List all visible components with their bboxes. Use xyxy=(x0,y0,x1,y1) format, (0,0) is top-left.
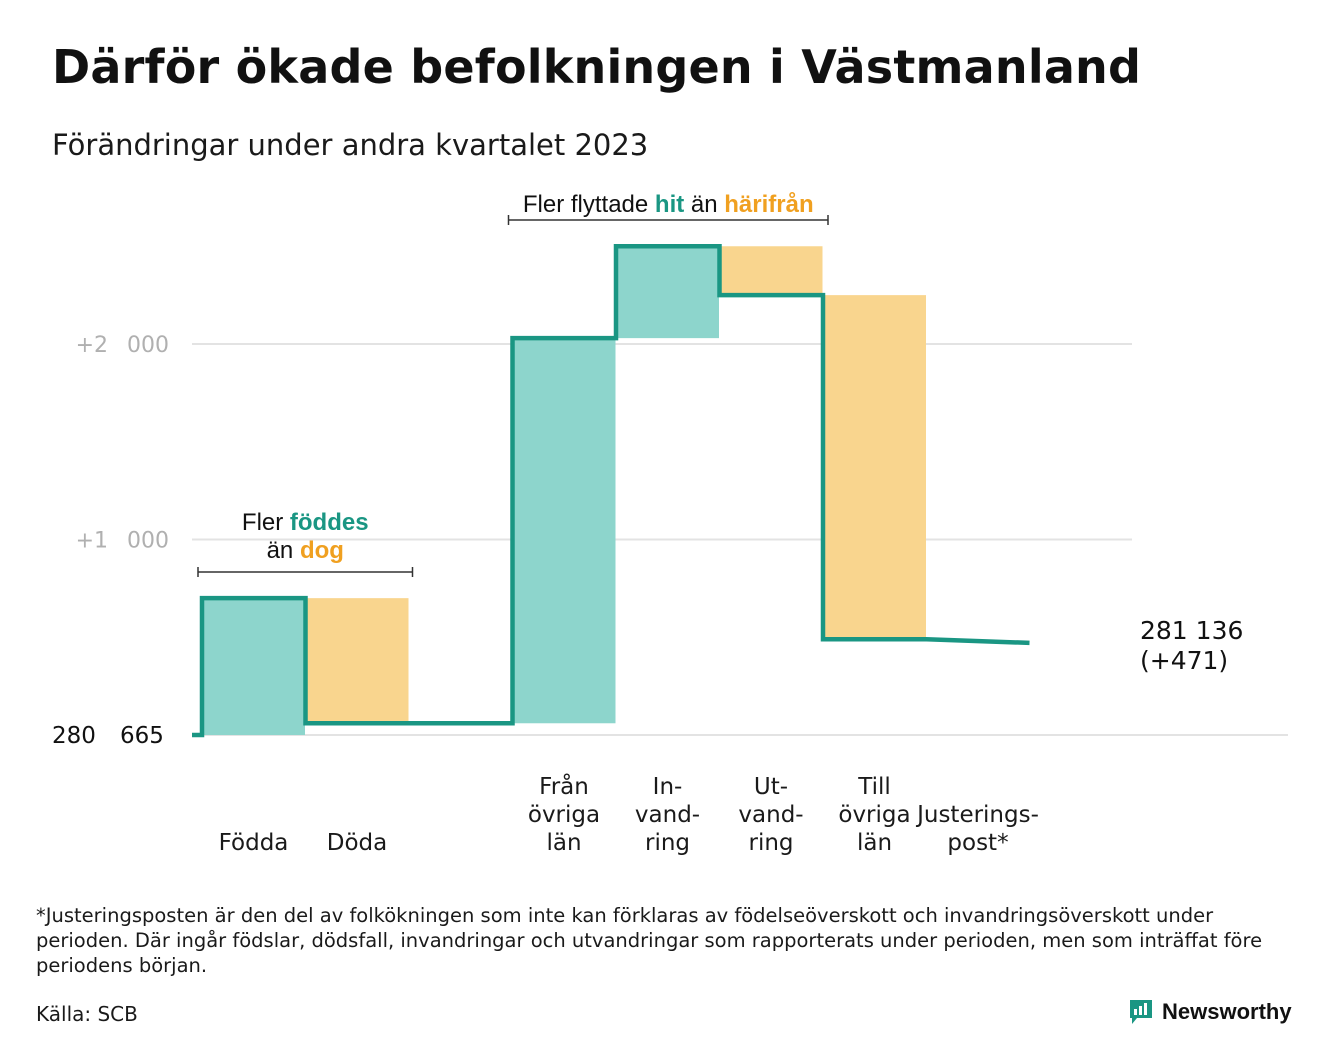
category-label: Ut- xyxy=(754,774,788,800)
annotation-text: än xyxy=(267,537,300,564)
y-tick-label: +2 xyxy=(76,333,108,358)
category-label: län xyxy=(546,830,581,856)
annotation-text: än xyxy=(684,191,724,218)
category-label: Till xyxy=(857,774,891,800)
y-tick-label: 000 xyxy=(127,333,169,358)
gridlines xyxy=(192,343,1288,736)
chart-subtitle: Förändringar under andra kvartalet 2023 xyxy=(52,128,649,162)
annotation-highlight-orange: härifrån xyxy=(724,191,813,218)
annotation-highlight-orange: dog xyxy=(300,537,344,564)
chart-title: Därför ökade befolkningen i Västmanland xyxy=(52,40,1142,94)
brand-name: Newsworthy xyxy=(1162,999,1292,1024)
running-total-line xyxy=(192,244,1030,738)
bar-tillövrigalän xyxy=(823,295,926,640)
category-label: Från xyxy=(539,772,589,800)
start-value-label: 280 xyxy=(52,723,96,749)
running-total-path xyxy=(192,244,1030,738)
bar-födda xyxy=(202,598,305,735)
source-note: Källa: SCB xyxy=(36,1002,138,1026)
category-label: vand- xyxy=(738,802,803,828)
category-label: län xyxy=(857,830,892,856)
y-tick-label: +1 xyxy=(76,529,108,554)
category-label: vand- xyxy=(635,802,700,828)
bars xyxy=(202,246,926,735)
bar-döda xyxy=(305,598,409,724)
annotation-highlight-teal: föddes xyxy=(290,509,369,536)
category-label: ring xyxy=(645,830,690,856)
category-label: ring xyxy=(748,830,793,856)
newsworthy-logo-icon xyxy=(1130,1000,1152,1024)
category-label: övriga xyxy=(838,802,910,828)
start-value-label: 665 xyxy=(120,723,164,749)
end-change-label: (+471) xyxy=(1140,646,1228,675)
annotation-births-line2: än dog xyxy=(267,537,344,564)
annotation-moves: Fler flyttade hit än härifrån xyxy=(523,191,814,218)
end-value-label: 281 136 xyxy=(1140,616,1243,645)
category-label: In- xyxy=(653,774,683,800)
category-label: post* xyxy=(947,830,1008,856)
annotation-text: Fler xyxy=(242,509,290,536)
bar-invandring xyxy=(616,246,719,339)
y-tick-label: 000 xyxy=(127,529,169,554)
bar-frånövrigalän xyxy=(512,338,616,724)
footnote: *Justeringsposten är den del av folkökni… xyxy=(36,904,1263,977)
annotation-births-line1: Fler föddes xyxy=(242,509,369,536)
annotation-text: Fler flyttade xyxy=(523,191,655,218)
bar-utvandring xyxy=(719,246,823,296)
annotation-highlight-teal: hit xyxy=(655,191,684,218)
category-label: övriga xyxy=(528,802,600,828)
category-label: Justerings- xyxy=(915,802,1039,828)
brand-logo: Newsworthy xyxy=(1128,998,1292,1026)
category-label: Födda xyxy=(219,830,289,856)
category-label: Döda xyxy=(327,830,387,856)
